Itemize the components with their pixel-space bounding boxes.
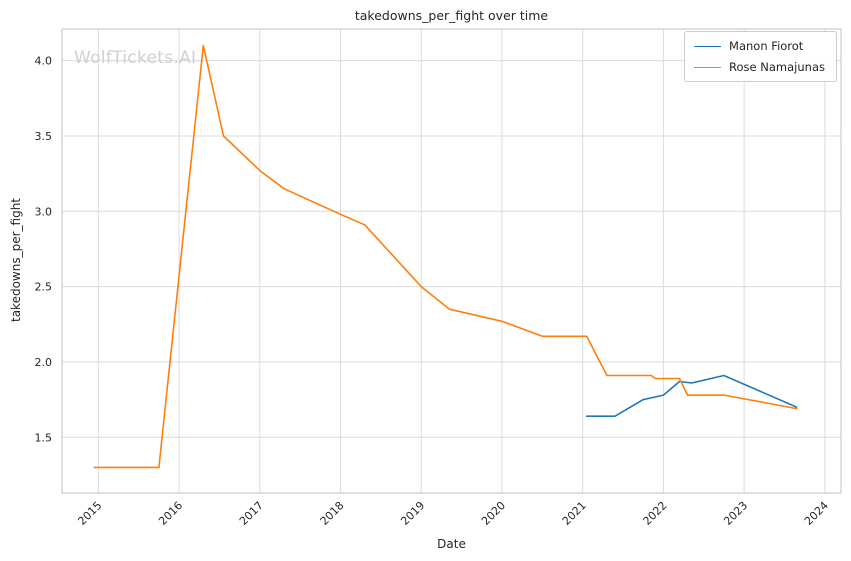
legend-label: Rose Namajunas [729,60,825,74]
legend-entry-rose-namajunas: Rose Namajunas [694,60,825,74]
x-tick-label-2015: 2015 [75,499,104,528]
y-tick-label-4: 4.0 [35,55,53,68]
x-tick-label-2024: 2024 [802,499,831,528]
x-tick-label-2020: 2020 [479,499,508,528]
x-tick-label-2016: 2016 [156,499,185,528]
y-tick-label-2: 2.0 [35,356,53,369]
x-tick-label-2023: 2023 [721,499,750,528]
x-tick-label-2018: 2018 [318,499,347,528]
series-line-rose-namajunas [93,44,798,469]
y-axis-label: takedowns_per_fight [9,197,23,322]
legend-entry-manon-fiorot: Manon Fiorot [694,39,825,53]
legend-label: Manon Fiorot [729,39,804,53]
legend-line-swatch [694,66,722,68]
series-line-manon-fiorot [585,374,798,418]
x-tick-label-2022: 2022 [641,499,670,528]
x-tick-label-2017: 2017 [237,499,266,528]
y-tick-label-3: 3.0 [35,205,53,218]
x-tick-label-2019: 2019 [398,499,427,528]
y-tick-label-2.5: 2.5 [35,281,53,294]
legend: Manon Fiorot Rose Namajunas [684,31,837,82]
watermark: WolfTickets.AI [74,48,197,68]
x-tick-label-2021: 2021 [560,499,589,528]
axes-frame [61,28,842,494]
x-axis-label: Date [437,537,466,551]
chart-title: takedowns_per_fight over time [354,8,549,23]
y-tick-label-1.5: 1.5 [35,431,53,444]
legend-line-swatch [694,45,722,47]
y-tick-label-3.5: 3.5 [35,130,53,143]
